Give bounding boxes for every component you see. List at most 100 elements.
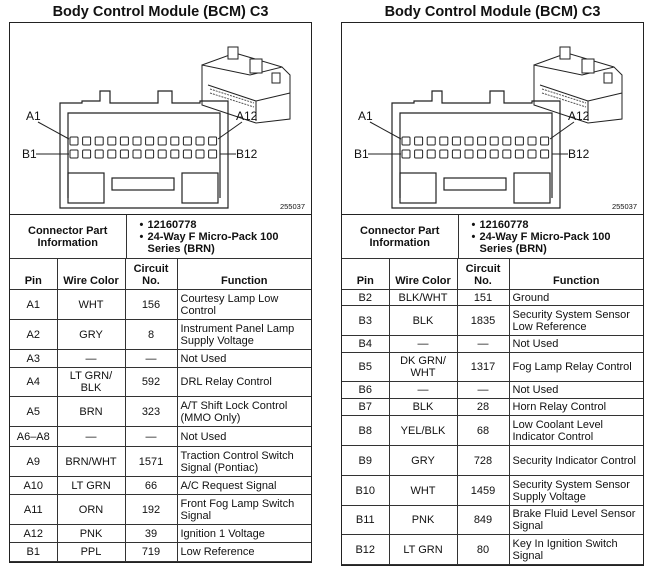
pin-cavity <box>82 136 92 146</box>
pin-cell: B7 <box>342 398 390 416</box>
connector-box: A1 B1 A12 B12 255037 Connector Part Info… <box>9 22 312 563</box>
table-row: A2 GRY 8 Instrument Panel Lamp Supply Vo… <box>10 319 311 350</box>
function-cell: Traction Control Switch Signal (Pontiac) <box>176 446 311 477</box>
wire-color-cell: — <box>56 426 126 447</box>
table-row: B3 BLK 1835 Security System Sensor Low R… <box>342 305 643 336</box>
pin-cavity <box>94 136 104 146</box>
wire-color-cell: LT GRN <box>56 476 126 495</box>
table-row: A1 WHT 156 Courtesy Lamp Low Control <box>10 289 311 320</box>
pin-cell: A4 <box>10 367 58 397</box>
table-row: B8 YEL/BLK 68 Low Coolant Level Indicato… <box>342 415 643 446</box>
pin-cavity <box>182 136 192 146</box>
header-row: Pin Wire Color Circuit No. Function <box>10 258 311 290</box>
pin-cavity <box>132 136 142 146</box>
label-a1: A1 <box>26 109 41 123</box>
pin-cavity <box>439 136 449 146</box>
function-cell: Security Indicator Control <box>508 445 643 476</box>
label-b12: B12 <box>568 147 590 161</box>
panel-title: Body Control Module (BCM) C3 <box>384 4 601 20</box>
function-cell: Brake Fluid Level Sensor Signal <box>508 505 643 535</box>
header-function: Function <box>508 258 643 290</box>
table-row: A6–A8 — — Not Used <box>10 426 311 447</box>
figure-code: 255037 <box>279 202 305 211</box>
pin-cavity <box>502 149 512 159</box>
connector-3d-icon <box>201 46 291 124</box>
connector-diagram <box>36 46 291 209</box>
function-cell: Ground <box>508 289 643 306</box>
function-cell: Not Used <box>508 335 643 353</box>
pin-cavity <box>107 136 117 146</box>
circuit-cell: 728 <box>456 445 510 476</box>
circuit-cell: 592 <box>124 367 178 397</box>
connector-info-value: 12160778 24-Way F Micro-Pack 100 Series … <box>125 215 311 259</box>
pin-cavity <box>401 136 411 146</box>
wire-color-cell: GRY <box>388 445 458 476</box>
function-cell: Security System Sensor Supply Voltage <box>508 475 643 506</box>
pin-cavity <box>157 136 167 146</box>
wire-color-cell: BRN <box>56 396 126 427</box>
function-cell: DRL Relay Control <box>176 367 311 397</box>
function-cell: Not Used <box>508 381 643 399</box>
function-cell: Courtesy Lamp Low Control <box>176 289 311 320</box>
pin-cavity <box>540 149 550 159</box>
panel-title: Body Control Module (BCM) C3 <box>52 4 269 20</box>
table-row: B1 PPL 719 Low Reference <box>10 542 311 562</box>
connector-diagram <box>368 46 623 209</box>
circuit-cell: 80 <box>456 534 510 565</box>
wire-color-cell: BRN/WHT <box>56 446 126 477</box>
pin-cell: A9 <box>10 446 58 477</box>
label-a12: A12 <box>236 109 258 123</box>
wire-color-cell: LT GRN <box>388 534 458 565</box>
function-cell: Not Used <box>176 426 311 447</box>
header-wire-color: Wire Color <box>56 258 126 290</box>
pin-cavity <box>119 136 129 146</box>
pin-cell: B8 <box>342 415 390 446</box>
pin-cell: B11 <box>342 505 390 535</box>
pin-cell: B3 <box>342 305 390 336</box>
pin-cavity <box>527 136 537 146</box>
header-pin: Pin <box>342 258 390 290</box>
circuit-cell: 66 <box>124 476 178 495</box>
pin-cell: B4 <box>342 335 390 353</box>
wire-color-cell: PNK <box>56 524 126 543</box>
function-cell: Low Coolant Level Indicator Control <box>508 415 643 446</box>
connector-face <box>391 90 561 209</box>
wire-color-cell: YEL/BLK <box>388 415 458 446</box>
table-row: A10 LT GRN 66 A/C Request Signal <box>10 476 311 495</box>
function-cell: Fog Lamp Relay Control <box>508 352 643 382</box>
circuit-cell: 849 <box>456 505 510 535</box>
circuit-cell: — <box>124 349 178 368</box>
table-row: A9 BRN/WHT 1571 Traction Control Switch … <box>10 446 311 477</box>
pin-cell: A10 <box>10 476 58 495</box>
circuit-cell: — <box>456 381 510 399</box>
pin-cavity <box>401 149 411 159</box>
pin-cavity <box>94 149 104 159</box>
pin-cell: B6 <box>342 381 390 399</box>
wire-color-cell: DK GRN/ WHT <box>388 352 458 382</box>
table-row: A4 LT GRN/ BLK 592 DRL Relay Control <box>10 367 311 397</box>
pin-cavity <box>451 149 461 159</box>
connector-type: 24-Way F Micro-Pack 100 Series (BRN) <box>472 231 641 255</box>
pin-cavity <box>119 149 129 159</box>
table-row: B11 PNK 849 Brake Fluid Level Sensor Sig… <box>342 505 643 535</box>
header-circuit: Circuit No. <box>456 258 510 290</box>
header-wire-color: Wire Color <box>388 258 458 290</box>
pin-cell: A1 <box>10 289 58 320</box>
function-cell: Not Used <box>176 349 311 368</box>
circuit-cell: 156 <box>124 289 178 320</box>
pin-cell: A2 <box>10 319 58 350</box>
pin-cavity <box>195 136 205 146</box>
pin-cavity <box>107 149 117 159</box>
pin-cell: A5 <box>10 396 58 427</box>
pin-cavity <box>489 136 499 146</box>
diagram-area: A1 B1 A12 B12 255037 <box>10 23 311 215</box>
circuit-cell: 39 <box>124 524 178 543</box>
pin-cell: B1 <box>10 542 58 562</box>
pin-cavity <box>426 136 436 146</box>
circuit-cell: 68 <box>456 415 510 446</box>
connector-info-value: 12160778 24-Way F Micro-Pack 100 Series … <box>457 215 643 259</box>
pin-cell: B10 <box>342 475 390 506</box>
connector-info-row: Connector Part Information 12160778 24-W… <box>342 215 643 259</box>
pin-cell: B12 <box>342 534 390 565</box>
connector-3d-icon <box>533 46 623 124</box>
